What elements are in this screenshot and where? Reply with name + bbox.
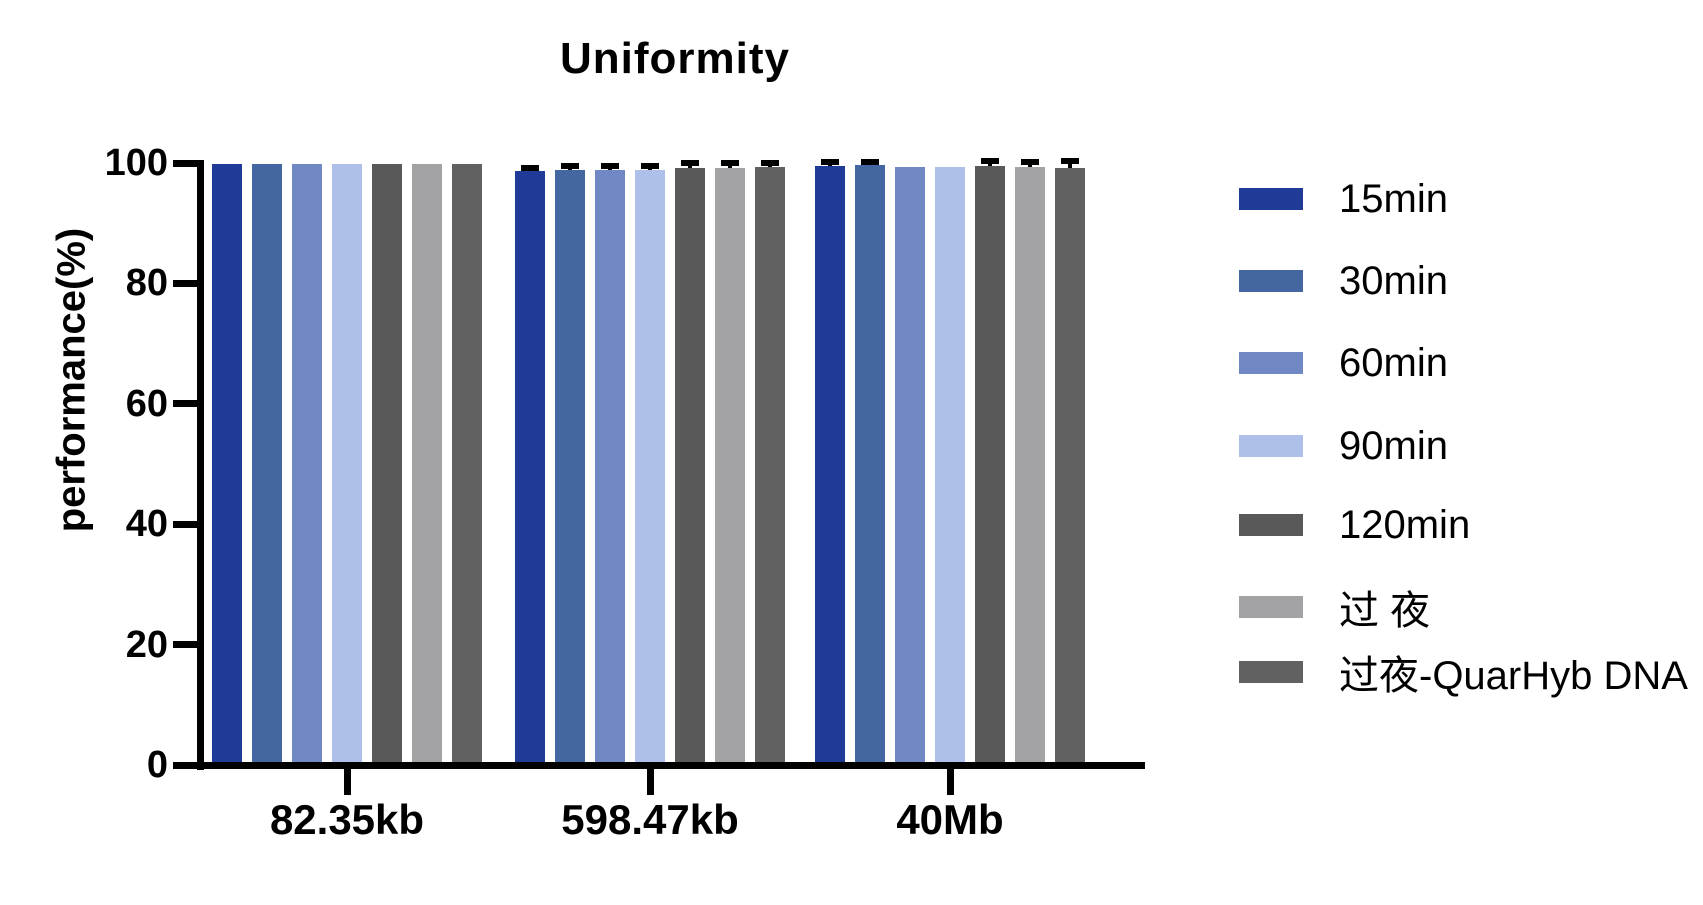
y-tick <box>173 520 200 528</box>
y-tick <box>173 159 200 167</box>
legend-row: 15min <box>1239 173 1448 225</box>
legend-row: 过夜-QuarHyb DNA <box>1239 646 1688 698</box>
x-tick <box>343 769 351 795</box>
error-bar-cap <box>561 162 579 169</box>
y-tick <box>173 400 200 408</box>
error-bar-cap <box>761 159 779 166</box>
error-bar-cap <box>721 159 739 166</box>
legend-row: 60min <box>1239 337 1448 389</box>
error-bar-cap <box>601 163 619 170</box>
legend-label: 60min <box>1339 340 1448 385</box>
bar-15min-82.35kb <box>212 164 242 765</box>
error-bar-cap <box>861 158 879 165</box>
y-tick-label: 80 <box>125 262 168 305</box>
error-bar-whisker <box>728 164 732 168</box>
bar-15min-598.47kb <box>515 171 545 765</box>
y-tick-label: 40 <box>125 503 168 546</box>
x-axis-label-40Mb: 40Mb <box>896 796 1004 843</box>
y-tick-label: 20 <box>125 623 168 666</box>
error-bar-cap <box>681 160 699 167</box>
bar-过夜-QuarHyb DNA-40Mb <box>1055 167 1085 765</box>
legend-swatch <box>1239 270 1303 292</box>
error-bar-whisker <box>1068 163 1072 168</box>
bar-60min-82.35kb <box>292 164 322 765</box>
legend-swatch <box>1239 514 1303 536</box>
legend-label: 30min <box>1339 258 1448 303</box>
legend-swatch <box>1239 188 1303 210</box>
bar-过夜-QuarHyb DNA-598.47kb <box>755 167 785 765</box>
legend-row: 30min <box>1239 255 1448 307</box>
y-tick-label: 0 <box>146 744 168 786</box>
bar-60min-598.47kb <box>595 170 625 765</box>
y-tick-label: 60 <box>125 382 168 425</box>
error-bar-whisker <box>988 163 992 166</box>
bar-120min-40Mb <box>975 166 1005 765</box>
bar-过 夜-82.35kb <box>412 163 442 765</box>
bar-30min-40Mb <box>855 164 885 765</box>
error-bar-whisker <box>1028 163 1032 168</box>
legend-row: 120min <box>1239 499 1470 551</box>
bar-过 夜-598.47kb <box>715 167 745 765</box>
legend-swatch <box>1239 435 1303 457</box>
bar-30min-598.47kb <box>555 169 585 765</box>
error-bar-cap <box>521 165 539 172</box>
legend-label: 过 夜 <box>1339 589 1431 633</box>
error-bar-cap <box>1021 158 1039 165</box>
legend-label: 120min <box>1339 502 1471 547</box>
y-axis-line <box>197 160 204 770</box>
bar-过夜-QuarHyb DNA-82.35kb <box>452 164 482 765</box>
bar-60min-40Mb <box>895 167 925 765</box>
error-bar-cap <box>641 163 659 170</box>
bar-15min-40Mb <box>815 166 845 765</box>
y-tick-label: 100 <box>104 142 168 184</box>
error-bar-cap <box>981 158 999 164</box>
y-tick <box>173 761 200 769</box>
y-tick <box>173 641 200 649</box>
error-bar-whisker <box>688 165 692 169</box>
bar-90min-82.35kb <box>332 163 362 765</box>
x-axis-label-598.47kb: 598.47kb <box>561 796 739 843</box>
legend-swatch <box>1239 596 1303 618</box>
x-axis-label-82.35kb: 82.35kb <box>269 796 425 843</box>
bar-30min-82.35kb <box>252 163 282 765</box>
bar-90min-598.47kb <box>635 169 665 765</box>
y-tick <box>173 279 200 287</box>
legend-row: 过 夜 <box>1239 581 1430 633</box>
bar-90min-40Mb <box>935 166 965 765</box>
bar-120min-82.35kb <box>372 164 402 765</box>
chart-title: Uniformity <box>560 34 790 83</box>
legend-swatch <box>1239 661 1303 683</box>
x-axis-line <box>197 762 1145 769</box>
legend-label: 15min <box>1339 176 1448 221</box>
error-bar-cap <box>821 159 839 166</box>
error-bar-whisker <box>768 164 772 168</box>
error-bar-cap <box>1061 158 1079 164</box>
bar-过 夜-40Mb <box>1015 167 1045 765</box>
bar-120min-598.47kb <box>675 168 705 765</box>
legend-label: 90min <box>1339 423 1448 468</box>
legend-swatch <box>1239 352 1303 374</box>
legend-row: 90min <box>1239 420 1448 472</box>
x-tick <box>946 769 954 795</box>
legend-label: 过夜-QuarHyb DNA <box>1339 654 1688 698</box>
x-tick <box>646 769 654 795</box>
